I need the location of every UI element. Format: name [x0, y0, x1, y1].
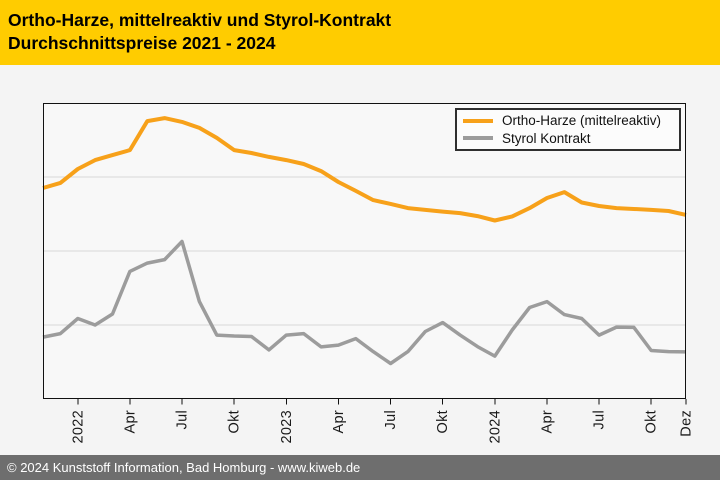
x-axis-tick-label: Jul: [175, 410, 191, 429]
x-axis-tick-label: Apr: [331, 410, 347, 433]
x-axis-tick-label: Jul: [592, 410, 608, 429]
legend-label-styrol: Styrol Kontrakt: [502, 130, 591, 146]
styrol-kontrakt-line: [42, 239, 687, 366]
chart-title-line-1: Ortho-Harze, mittelreaktiv und Styrol-Ko…: [8, 10, 392, 30]
x-axis-tick-label: Okt: [227, 410, 243, 433]
footer-bar: © 2024 Kunststoff Information, Bad Hombu…: [0, 455, 720, 480]
x-axis-tick-label: Okt: [644, 410, 660, 433]
x-axis-tick-label: 2022: [70, 410, 86, 443]
x-axis-tick-label: Apr: [122, 410, 138, 433]
legend: Ortho-Harze (mittelreaktiv) Styrol Kontr…: [455, 108, 681, 151]
x-axis-tick-label: Apr: [539, 410, 555, 433]
plot-border: [43, 103, 686, 399]
ortho-harze-line: [42, 116, 687, 223]
footer-copyright-text: © 2024 Kunststoff Information, Bad Hombu…: [7, 460, 361, 475]
x-axis-tick-label: 2024: [487, 410, 503, 443]
chart-title-line-2: Durchschnittspreise 2021 - 2024: [8, 33, 276, 53]
x-axis-tick-label: Dez: [679, 410, 695, 437]
legend-item-ortho-harze: Ortho-Harze (mittelreaktiv): [463, 112, 673, 130]
chart-area: 2022 Apr Jul Okt 2023 Apr Jul Okt 2024 Apr Jul Okt D…: [0, 65, 720, 455]
price-chart: 2022 Apr Jul Okt 2023 Apr Jul Okt 2024 Apr Jul Okt D…: [42, 103, 695, 443]
x-axis-tick-label: Okt: [435, 410, 451, 433]
gray-line-sample-icon: [463, 136, 493, 141]
legend-label-ortho-harze: Ortho-Harze (mittelreaktiv): [502, 113, 662, 129]
orange-line-sample-icon: [463, 118, 493, 123]
x-axis-tick-label: 2023: [279, 410, 295, 443]
header-bar: Ortho-Harze, mittelreaktiv und Styrol-Ko…: [0, 0, 720, 65]
legend-item-styrol: Styrol Kontrakt: [463, 130, 673, 148]
x-axis-tick-label: Jul: [383, 410, 399, 429]
